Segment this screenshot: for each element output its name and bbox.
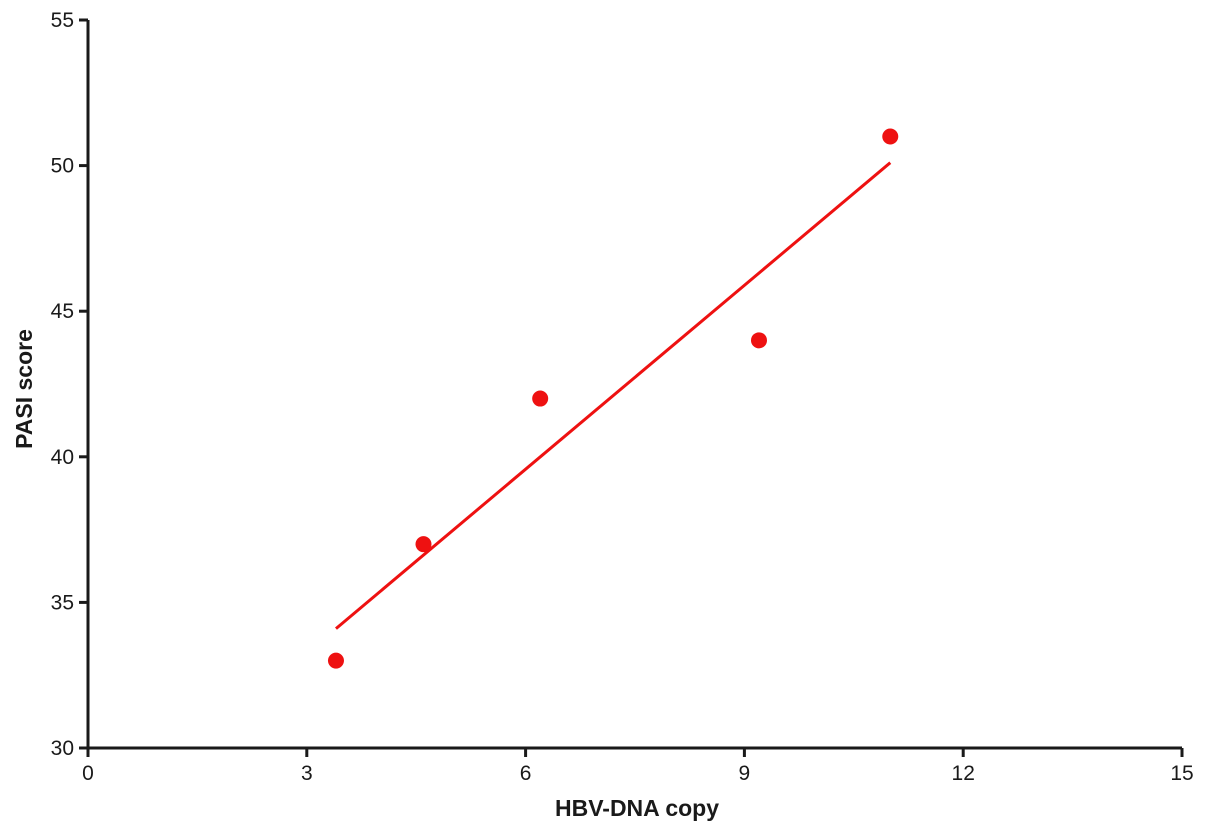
data-points — [327, 128, 899, 669]
x-tick-label: 3 — [301, 762, 313, 785]
x-tick-label: 15 — [1170, 762, 1193, 785]
y-tick-label: 50 — [51, 155, 74, 178]
x-tick-label: 12 — [952, 762, 975, 785]
data-point — [882, 128, 899, 145]
data-point — [750, 332, 767, 349]
data-point — [415, 536, 432, 553]
y-axis-label: PASI score — [11, 329, 37, 449]
x-tick-label: 6 — [520, 762, 532, 785]
data-point — [327, 652, 344, 669]
y-tick-label: 45 — [51, 300, 74, 323]
x-tick-label: 9 — [739, 762, 751, 785]
x-axis-label: HBV-DNA copy — [555, 795, 719, 821]
y-tick-label: 40 — [51, 446, 74, 469]
y-tick-label: 55 — [51, 9, 74, 32]
x-tick-label: 0 — [82, 762, 94, 785]
y-axis-ticks: 30 35 40 45 50 55 — [51, 9, 88, 760]
y-tick-label: 35 — [51, 591, 74, 614]
y-tick-label: 30 — [51, 737, 74, 760]
trend-line — [335, 161, 892, 630]
data-point — [532, 390, 549, 407]
x-axis-ticks: 0 3 6 9 12 15 — [82, 748, 1194, 785]
